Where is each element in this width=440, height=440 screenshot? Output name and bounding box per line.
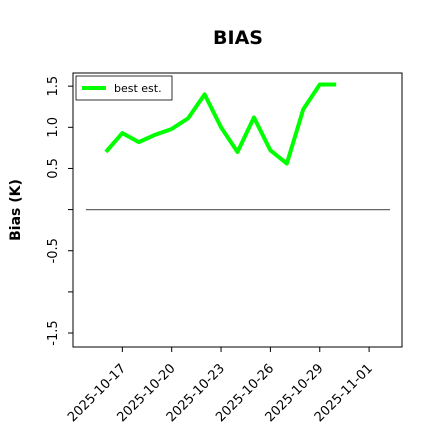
y-tick-label: -0.5 <box>46 238 61 263</box>
y-tick-label: -1.5 <box>46 320 61 345</box>
legend-label: best est. <box>114 82 162 95</box>
y-axis-label: Bias (K) <box>8 179 24 241</box>
y-tick-label: 0.5 <box>46 158 61 179</box>
chart-title: BIAS <box>213 27 263 49</box>
y-tick-label: 1.5 <box>46 76 61 97</box>
y-tick-label: 1.0 <box>46 117 61 138</box>
data-line <box>104 82 337 166</box>
